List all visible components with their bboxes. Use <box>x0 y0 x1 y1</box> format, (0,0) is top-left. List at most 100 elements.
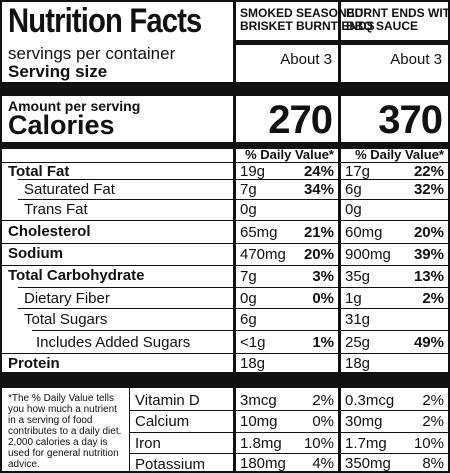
p1-amount: 180mg <box>240 455 286 472</box>
p1-amount: 470mg <box>240 246 286 263</box>
p1-dv: 2% <box>312 392 334 409</box>
p1-dv: 24% <box>303 163 334 180</box>
nutrient-label: Cholesterol <box>8 223 91 240</box>
p1-amount: 18g <box>240 355 266 372</box>
p1-amount: <1g <box>240 334 266 351</box>
p2-amount: 1.7mg <box>345 435 387 452</box>
p1-dv: 10% <box>303 435 334 452</box>
calories-label: Calories <box>8 110 115 140</box>
p2-amount: 900mg <box>345 246 391 263</box>
row-divider <box>130 453 448 454</box>
p2-dv: 49% <box>413 334 444 351</box>
p1-dv: 34% <box>303 181 334 198</box>
p1-dv: 20% <box>303 246 334 263</box>
row-divider <box>18 308 448 309</box>
p2-amount: 35g <box>345 268 371 285</box>
p1-dv: 4% <box>312 455 334 472</box>
row-divider <box>130 410 448 411</box>
micro-label: Vitamin D <box>135 392 200 409</box>
p1-amount: 7g <box>240 181 257 198</box>
p2-amount: 0.3mcg <box>345 392 395 409</box>
serving-size-label: Serving size <box>8 62 108 81</box>
micro-label: Potassium <box>135 456 206 473</box>
header-bar-product-2 <box>341 40 448 45</box>
micro-label: Iron <box>135 435 161 452</box>
p1-amount: 19g <box>240 163 266 180</box>
product-2-name-line1: BURNT ENDS WITH <box>346 6 450 20</box>
p2-dv: 10% <box>413 435 444 452</box>
p2-dv: 39% <box>413 246 444 263</box>
row-divider <box>18 199 448 200</box>
p1-amount: 6g <box>240 311 257 328</box>
nutrient-label: Total Fat <box>8 163 70 180</box>
column-divider-1 <box>233 2 236 471</box>
medium-divider <box>2 142 448 149</box>
nutrient-label: Saturated Fat <box>24 181 115 198</box>
nutrient-label: Trans Fat <box>24 201 88 218</box>
p2-dv: 2% <box>422 290 444 307</box>
footnote-divider <box>129 388 130 471</box>
thick-divider-bottom <box>2 372 448 388</box>
product-2-name: BURNT ENDS WITH BBQ SAUCE <box>346 7 450 33</box>
p2-amount: 31g <box>345 311 371 328</box>
p2-amount: 350mg <box>345 455 391 472</box>
nutrient-label: Sodium <box>8 245 63 262</box>
p1-dv: 1% <box>312 334 334 351</box>
p2-amount: 1g <box>345 290 362 307</box>
p2-amount: 30mg <box>345 413 383 430</box>
thick-divider-top <box>2 82 448 96</box>
row-divider <box>2 220 448 221</box>
row-divider <box>2 353 448 354</box>
p2-dv: 2% <box>422 413 444 430</box>
p2-amount: 18g <box>345 355 371 372</box>
p1-amount: 1.8mg <box>240 435 282 452</box>
p2-dv: 32% <box>413 181 444 198</box>
row-divider <box>130 432 448 433</box>
p2-dv: 8% <box>422 455 444 472</box>
p1-dv: 3% <box>312 268 334 285</box>
product-2-name-line2: BBQ SAUCE <box>346 19 419 33</box>
daily-value-footnote: *The % Daily Value tells you how much a … <box>8 393 122 470</box>
product-1-name-line2: BRISKET BURNT ENDS <box>240 19 375 33</box>
p1-amount: 0g <box>240 290 257 307</box>
p1-dv: 0% <box>312 290 334 307</box>
product-1-name: SMOKED SEASONED BRISKET BURNT ENDS <box>240 7 375 33</box>
row-divider <box>2 243 448 244</box>
p1-amount: 3mcg <box>240 392 277 409</box>
column-divider-2 <box>338 2 341 471</box>
nutrient-label: Protein <box>8 355 60 372</box>
p1-dv: 0% <box>312 413 334 430</box>
header-bar-product-1 <box>236 40 338 45</box>
p1-amount: 0g <box>240 201 257 218</box>
p2-amount: 0g <box>345 201 362 218</box>
p1-dv: 21% <box>303 224 334 241</box>
p2-amount: 60mg <box>345 224 383 241</box>
dv-header-product-2: % Daily Value* <box>355 147 444 162</box>
p2-amount: 25g <box>345 334 371 351</box>
row-divider <box>18 287 448 288</box>
product-1-servings: About 3 <box>280 51 332 68</box>
panel-title: Nutrition Facts <box>8 2 202 40</box>
row-divider <box>32 330 448 331</box>
dv-header-line <box>2 162 448 163</box>
p2-amount: 6g <box>345 181 362 198</box>
p2-dv: 22% <box>413 163 444 180</box>
p1-amount: 10mg <box>240 413 278 430</box>
nutrient-label: Total Sugars <box>24 311 108 328</box>
product-1-calories: 270 <box>268 98 333 142</box>
p1-amount: 7g <box>240 268 257 285</box>
row-divider <box>18 179 448 180</box>
amount-per-serving-label: Amount per serving <box>8 98 141 114</box>
p2-amount: 17g <box>345 163 371 180</box>
p1-amount: 65mg <box>240 224 278 241</box>
product-2-servings: About 3 <box>390 51 442 68</box>
nutrient-label: Dietary Fiber <box>24 290 110 307</box>
p2-dv: 2% <box>422 392 444 409</box>
nutrient-label: Total Carbohydrate <box>8 267 145 284</box>
p2-dv: 20% <box>413 224 444 241</box>
product-2-calories: 370 <box>378 98 443 142</box>
servings-per-container-label: servings per container <box>8 44 176 63</box>
p2-dv: 13% <box>413 268 444 285</box>
dv-header-product-1: % Daily Value* <box>245 147 334 162</box>
